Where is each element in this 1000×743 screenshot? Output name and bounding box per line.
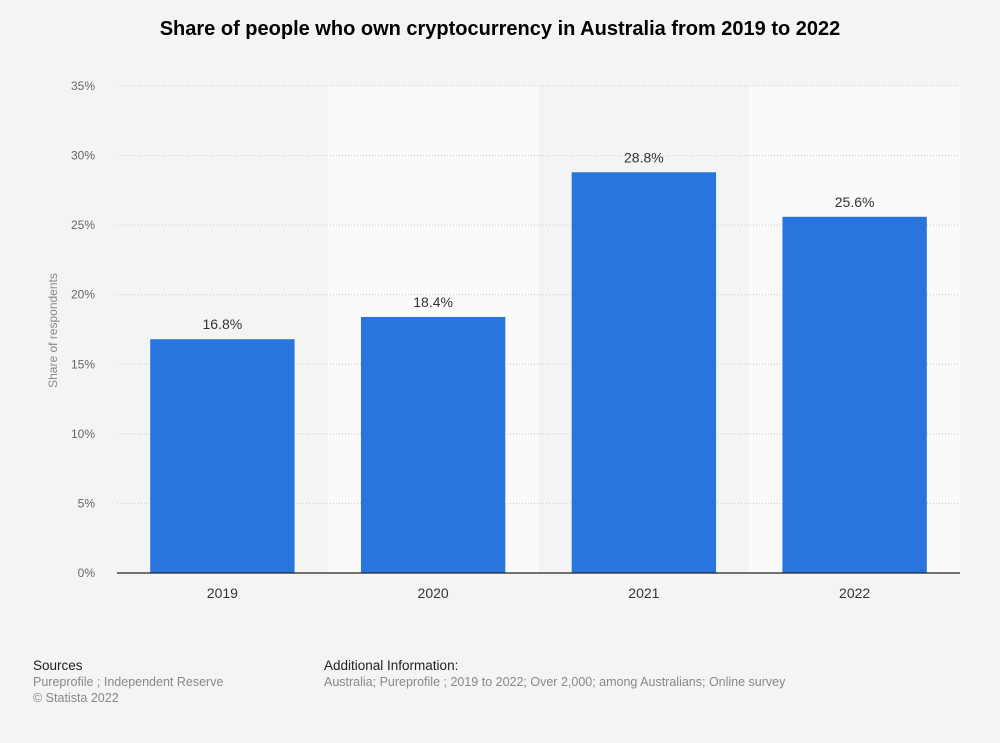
y-tick-label: 15% — [71, 357, 95, 371]
y-tick-label: 20% — [71, 288, 95, 302]
y-tick-label: 0% — [78, 566, 96, 580]
bar-chart: 0% 5% 10% 15% 20% 25% 30% 35% 16.8% 18.4% 28.8% 25… — [46, 79, 960, 601]
y-tick-label: 25% — [71, 218, 95, 232]
additional-info-text: Australia; Pureprofile ; 2019 to 2022; O… — [324, 675, 786, 689]
sources-text: Pureprofile ; Independent Reserve — [33, 675, 224, 689]
x-axis-ticks: 2019 2020 2021 2022 — [207, 585, 871, 601]
y-tick-label: 10% — [71, 427, 95, 441]
bars — [150, 172, 927, 574]
data-label: 16.8% — [203, 316, 243, 332]
bar — [782, 216, 927, 573]
y-tick-label: 30% — [71, 149, 95, 163]
copyright-text: © Statista 2022 — [33, 691, 119, 705]
y-tick-label: 35% — [71, 79, 95, 93]
bar-data-labels: 16.8% 18.4% 28.8% 25.6% — [203, 149, 875, 332]
x-tick-label: 2019 — [207, 585, 238, 601]
bar — [571, 172, 717, 574]
x-tick-label: 2022 — [839, 585, 870, 601]
additional-info-heading: Additional Information: — [324, 658, 459, 673]
sources-block: Sources Pureprofile ; Independent Reserv… — [33, 658, 223, 706]
data-label: 18.4% — [413, 294, 453, 310]
additional-info-block: Additional Information: Australia; Purep… — [324, 658, 785, 690]
sources-heading: Sources — [33, 658, 83, 673]
y-axis-label: Share of respondents — [46, 273, 60, 388]
data-label: 25.6% — [835, 194, 875, 210]
bar — [360, 316, 506, 573]
bar — [150, 339, 295, 573]
x-tick-label: 2021 — [628, 585, 659, 601]
x-tick-label: 2020 — [418, 585, 449, 601]
y-axis-ticks: 0% 5% 10% 15% 20% 25% 30% 35% — [71, 79, 95, 580]
chart-title: Share of people who own cryptocurrency i… — [159, 18, 841, 40]
data-label: 28.8% — [624, 149, 664, 165]
y-tick-label: 5% — [78, 496, 96, 510]
